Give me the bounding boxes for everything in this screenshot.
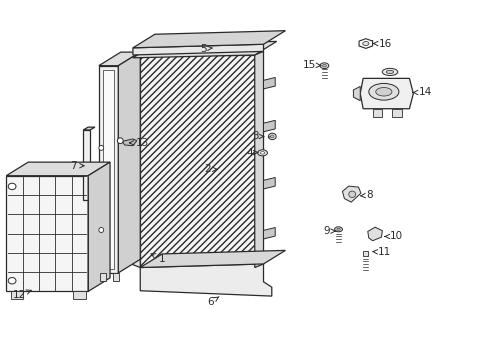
Ellipse shape [376, 87, 392, 96]
Polygon shape [264, 120, 275, 132]
Ellipse shape [386, 70, 393, 73]
Text: 13: 13 [129, 138, 148, 148]
Ellipse shape [258, 150, 268, 156]
Text: 16: 16 [373, 39, 392, 49]
Polygon shape [140, 55, 255, 267]
Polygon shape [6, 162, 110, 176]
Bar [100, 273, 106, 281]
Text: 1: 1 [151, 254, 166, 264]
Text: 6: 6 [207, 297, 219, 307]
Polygon shape [83, 130, 90, 200]
Polygon shape [360, 78, 414, 109]
Polygon shape [353, 86, 360, 101]
Ellipse shape [260, 152, 265, 154]
Text: 3: 3 [252, 131, 264, 141]
Polygon shape [392, 109, 402, 117]
Ellipse shape [269, 133, 276, 140]
Polygon shape [140, 264, 272, 296]
Polygon shape [74, 292, 86, 298]
Ellipse shape [322, 64, 326, 67]
Ellipse shape [320, 63, 329, 68]
Polygon shape [133, 31, 286, 48]
Ellipse shape [99, 145, 104, 150]
Ellipse shape [369, 84, 399, 100]
Polygon shape [6, 176, 88, 292]
Polygon shape [99, 52, 140, 66]
Polygon shape [88, 162, 110, 292]
Text: 4: 4 [246, 148, 258, 158]
Polygon shape [343, 186, 361, 202]
Ellipse shape [363, 41, 369, 46]
Ellipse shape [270, 135, 274, 138]
Polygon shape [140, 250, 286, 267]
Text: 15: 15 [302, 60, 321, 70]
Polygon shape [133, 44, 264, 55]
Text: 12: 12 [13, 290, 31, 300]
Polygon shape [99, 66, 118, 273]
Polygon shape [11, 292, 24, 298]
Polygon shape [264, 228, 275, 239]
Polygon shape [373, 109, 382, 117]
Polygon shape [103, 70, 115, 269]
Polygon shape [133, 55, 140, 267]
Bar [364, 251, 368, 256]
Ellipse shape [117, 138, 123, 144]
Text: 14: 14 [413, 87, 432, 98]
Text: 7: 7 [70, 161, 84, 171]
Text: 2: 2 [204, 164, 217, 174]
Text: 8: 8 [360, 190, 372, 201]
Polygon shape [133, 41, 277, 58]
Text: 11: 11 [372, 247, 391, 257]
Text: 9: 9 [323, 226, 336, 236]
Ellipse shape [8, 278, 16, 284]
Polygon shape [368, 227, 382, 241]
Ellipse shape [99, 228, 104, 233]
Ellipse shape [335, 227, 343, 232]
Polygon shape [264, 177, 275, 189]
Polygon shape [255, 51, 264, 267]
Bar [114, 273, 119, 281]
Polygon shape [118, 52, 140, 273]
Ellipse shape [349, 191, 356, 198]
Text: 5: 5 [200, 44, 213, 54]
Ellipse shape [8, 183, 16, 190]
Text: 10: 10 [385, 231, 403, 242]
Ellipse shape [337, 228, 340, 230]
Polygon shape [122, 139, 137, 146]
Polygon shape [264, 77, 275, 89]
Polygon shape [83, 127, 95, 130]
Ellipse shape [382, 68, 398, 76]
